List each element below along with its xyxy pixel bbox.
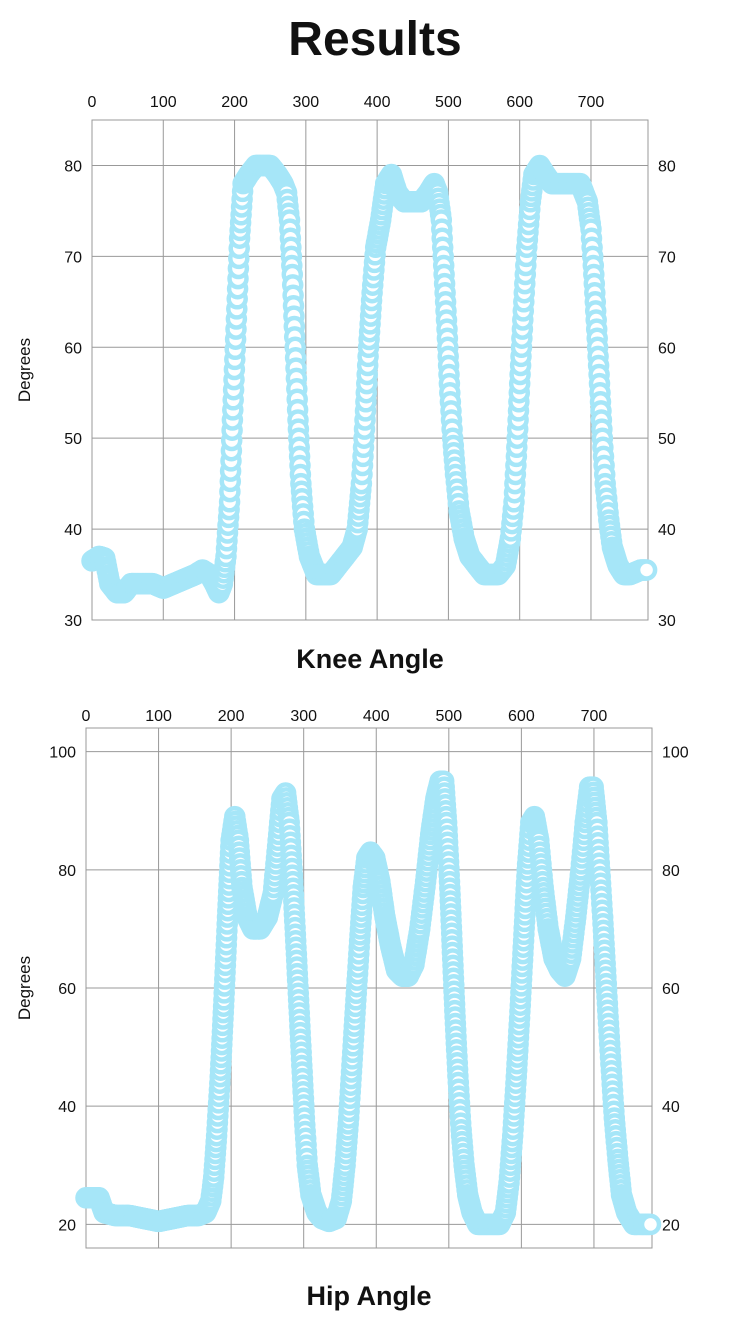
knee-data-series	[81, 154, 658, 604]
knee-x-tick-label: 200	[221, 94, 248, 111]
knee-y-tick-label-right: 70	[658, 249, 676, 266]
knee-x-tick-label: 300	[292, 94, 319, 111]
hip-data-series	[75, 770, 662, 1236]
knee-x-tick-label: 500	[435, 94, 462, 111]
page-title: Results	[288, 13, 462, 66]
knee-y-tick-label-left: 40	[64, 522, 82, 539]
hip-x-tick-label: 100	[145, 708, 172, 725]
hip-chart-title: Hip Angle	[307, 1281, 432, 1311]
hip-y-axis-label: Degrees	[15, 956, 34, 1020]
hip-y-tick-label-right: 100	[662, 745, 689, 762]
hip-angle-chart: 0 100 200 300 400 500 600 700 20 20 40 40 60 60 80 80 10…	[15, 708, 689, 1311]
hip-y-tick-label-right: 60	[662, 981, 680, 998]
knee-y-tick-label-left: 60	[64, 340, 82, 357]
hip-data-point	[639, 1213, 662, 1236]
knee-x-tick-label: 700	[578, 94, 605, 111]
knee-y-tick-label-left: 30	[64, 613, 82, 630]
knee-y-tick-label-right: 30	[658, 613, 676, 630]
knee-x-tick-label: 100	[150, 94, 177, 111]
hip-y-tick-label-left: 40	[58, 1099, 76, 1116]
knee-x-tick-label: 0	[88, 94, 97, 111]
knee-y-tick-label-left: 70	[64, 249, 82, 266]
hip-y-tick-label-left: 60	[58, 981, 76, 998]
knee-y-tick-label-left: 50	[64, 431, 82, 448]
hip-x-tick-label: 700	[581, 708, 608, 725]
knee-y-axis-label: Degrees	[15, 338, 34, 402]
knee-x-tick-label: 400	[364, 94, 391, 111]
knee-y-tick-label-right: 50	[658, 431, 676, 448]
knee-y-tick-label-right: 80	[658, 158, 676, 175]
hip-y-tick-label-left: 80	[58, 863, 76, 880]
hip-x-tick-label: 500	[435, 708, 462, 725]
knee-y-tick-label-right: 40	[658, 522, 676, 539]
hip-y-tick-label-right: 80	[662, 863, 680, 880]
hip-x-tick-label: 0	[82, 708, 91, 725]
hip-y-tick-label-right: 20	[662, 1217, 680, 1234]
hip-y-tick-label-left: 20	[58, 1217, 76, 1234]
hip-x-tick-label: 400	[363, 708, 390, 725]
hip-y-tick-label-left: 100	[49, 745, 76, 762]
knee-y-tick-label-left: 80	[64, 158, 82, 175]
knee-y-tick-label-right: 60	[658, 340, 676, 357]
hip-x-tick-label: 300	[290, 708, 317, 725]
hip-x-tick-label: 200	[218, 708, 245, 725]
knee-chart-title: Knee Angle	[296, 644, 444, 674]
hip-x-tick-label: 600	[508, 708, 535, 725]
knee-data-point	[635, 559, 658, 581]
knee-angle-chart: 0 100 200 300 400 500 600 700 30 30 40 40 50 50 60 60 70…	[15, 94, 676, 674]
hip-y-tick-label-right: 40	[662, 1099, 680, 1116]
knee-x-tick-label: 600	[506, 94, 533, 111]
